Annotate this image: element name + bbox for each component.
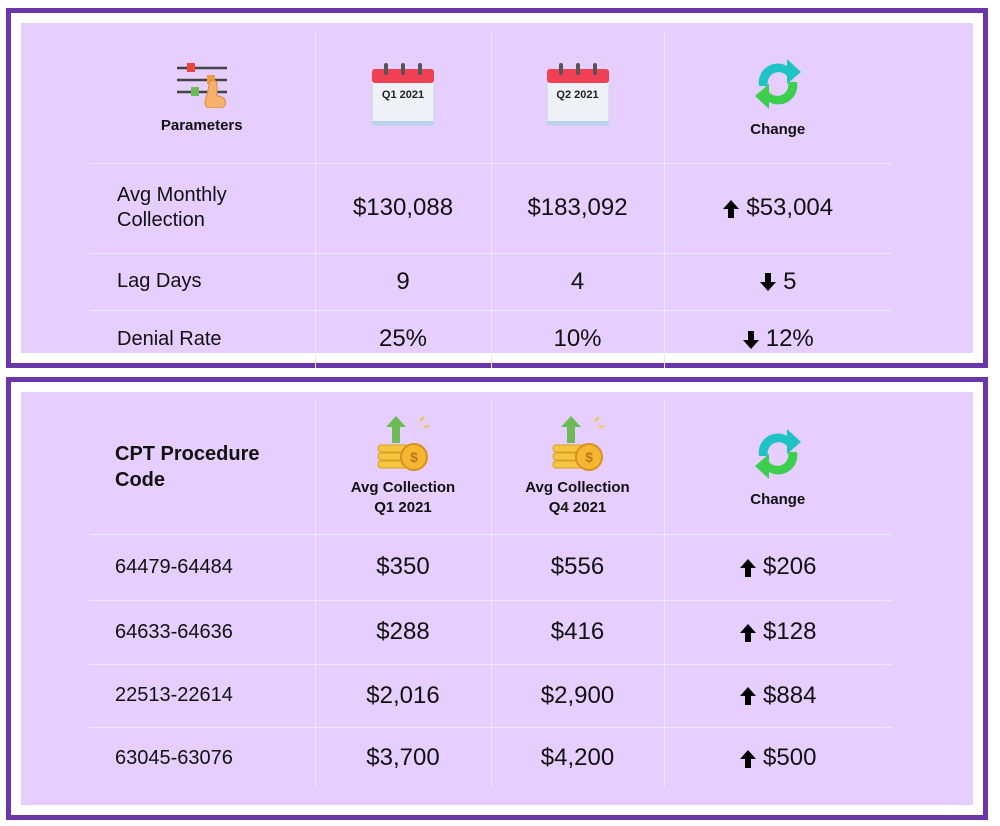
svg-text:$: $ [410,449,418,465]
q2-value: $183,092 [490,162,665,254]
change-cell: 5 [663,252,891,311]
table-row: Avg Monthly Collection $130,088 $183,092… [89,162,891,254]
cpt-panel: CPT Procedure Code $ Avg Collection Q1 2… [6,377,988,820]
q1-value: 9 [314,252,492,311]
avg-q4-value: $556 [490,533,665,601]
q2-header: Q2 2021 [490,31,665,164]
cpt-code: 22513-22614 [89,663,316,728]
calendar-icon: Q2 2021 [545,61,611,132]
change-value: $884 [763,681,817,709]
avg-q4-value: $4,200 [490,726,665,789]
sync-icon [754,428,801,479]
avg-q1-line1: Avg Collection [350,479,456,497]
row-label: Denial Rate [89,309,316,368]
arrow-down-icon [760,273,777,292]
cpt-header-row: CPT Procedure Code $ Avg Collection Q1 2… [89,400,891,535]
avg-q4-value: $416 [490,599,665,665]
arrow-up-icon [740,623,757,642]
q1-value: $130,088 [314,162,492,254]
arrow-up-icon [740,558,757,577]
svg-text:$: $ [585,449,593,465]
table-row: 64479-64484 $350 $556 $206 [89,533,891,601]
change-header: Change [663,31,891,164]
summary-header-row: Parameters Q1 2021 [89,31,891,164]
arrow-up-icon [740,687,757,706]
q1-header: Q1 2021 [314,31,492,164]
avg-q4-value: $2,900 [490,663,665,728]
cpt-code: 64633-64636 [89,599,316,665]
q2-value: 4 [490,252,665,311]
change-value: $53,004 [746,194,834,221]
change-cell: 12% [663,309,891,368]
sliders-icon [176,62,227,109]
cpt-code: 64479-64484 [89,533,316,601]
q1-calendar-label: Q1 2021 [381,89,425,102]
cpt-header: CPT Procedure Code [89,400,316,535]
avg-q1-value: $3,700 [314,726,492,789]
row-label: Lag Days [89,252,316,311]
summary-panel-inner: Parameters Q1 2021 [21,23,973,368]
money-growth-icon: $ [552,416,604,472]
money-growth-icon: $ [377,416,430,472]
avg-q4-header: $ Avg Collection Q4 2021 [490,400,665,535]
avg-q1-line2: Q1 2021 [374,499,432,517]
arrow-up-icon [723,199,740,218]
row-label: Avg Monthly Collection [89,162,316,254]
calendar-icon: Q1 2021 [370,61,436,132]
change-header-label: Change [750,120,806,138]
table-row: 64633-64636 $288 $416 $128 [89,599,891,665]
change-header: Change [663,400,891,535]
table-row: 63045-63076 $3,700 $4,200 $500 [89,726,891,789]
change-cell: $500 [663,726,891,789]
summary-table: Parameters Q1 2021 [89,31,891,368]
avg-q1-header: $ Avg Collection Q1 2021 [314,400,492,535]
parameters-header-label: Parameters [160,116,243,134]
arrow-down-icon [742,330,759,349]
avg-q4-line2: Q4 2021 [548,499,607,517]
change-value: $128 [763,618,817,645]
change-header-label: Change [750,490,806,508]
avg-q4-line1: Avg Collection [525,479,630,497]
avg-q1-value: $350 [314,533,492,601]
avg-q1-value: $2,016 [314,663,492,728]
change-cell: $884 [663,663,891,728]
change-cell: $53,004 [663,162,891,254]
parameters-header: Parameters [89,31,316,164]
change-value: $500 [763,744,817,772]
change-cell: $206 [663,533,891,601]
cpt-table: CPT Procedure Code $ Avg Collection Q1 2… [89,400,891,789]
table-row: Lag Days 9 4 5 [89,252,891,311]
arrow-up-icon [740,749,757,768]
avg-q1-value: $288 [314,599,492,665]
change-value: 12% [765,325,814,353]
table-row: Denial Rate 25% 10% 12% [89,309,891,368]
sync-icon [754,58,801,109]
cpt-panel-inner: CPT Procedure Code $ Avg Collection Q1 2… [21,392,973,805]
change-value: $206 [763,553,817,580]
change-value: 5 [783,267,797,295]
q2-calendar-label: Q2 2021 [556,89,599,102]
table-row: 22513-22614 $2,016 $2,900 $884 [89,663,891,728]
change-cell: $128 [663,599,891,665]
q2-value: 10% [490,309,665,368]
cpt-code: 63045-63076 [89,726,316,789]
summary-panel: Parameters Q1 2021 [6,8,988,368]
q1-value: 25% [314,309,492,368]
